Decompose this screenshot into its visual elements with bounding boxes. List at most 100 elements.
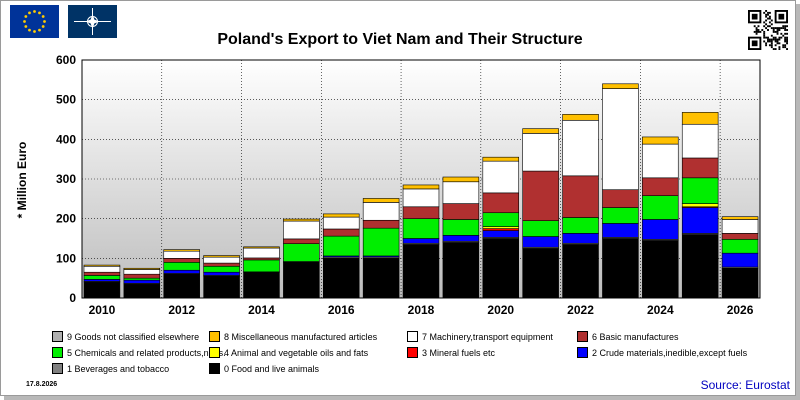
bar-segment: [163, 273, 200, 299]
bar-segment: [163, 261, 200, 271]
bar-segment: [322, 235, 360, 257]
bar-segment: [721, 216, 759, 220]
bar-segment: [602, 207, 639, 224]
bar-segment: [642, 195, 679, 220]
legend-swatch: [52, 331, 63, 342]
legend-swatch: [577, 331, 588, 342]
legend-label: 5 Chemicals and related products,n.e.s.: [67, 347, 226, 358]
legend-label: 0 Food and live animals: [224, 363, 320, 374]
bar-segment: [442, 235, 480, 242]
bar-segment: [402, 184, 440, 190]
legend-item: 8 Miscellaneous manufactured articles: [209, 331, 377, 342]
legend-label: 7 Machinery,transport equipment: [422, 331, 553, 342]
bar-segment: [562, 244, 599, 299]
legend-swatch: [577, 347, 588, 358]
bar-segment: [83, 275, 121, 280]
bar-segment: [482, 156, 520, 162]
bar-segment: [562, 233, 599, 244]
bar-segment: [123, 269, 161, 275]
bar-segment: [681, 203, 719, 208]
bar-segment: [482, 238, 520, 299]
legend-swatch: [52, 363, 63, 374]
legend-swatch: [209, 347, 220, 358]
x-tick-label: 2020: [487, 303, 514, 317]
bar-segment: [243, 247, 280, 259]
bar-segment: [283, 220, 320, 240]
bar-segment: [602, 189, 639, 208]
bar-segment: [642, 177, 679, 196]
legend-item: 0 Food and live animals: [209, 363, 319, 374]
plot-border: [81, 59, 761, 299]
bar-segment: [123, 267, 161, 270]
bar-segment: [203, 265, 240, 273]
bar-segment: [322, 228, 360, 237]
bar-segment: [402, 206, 440, 219]
x-tick-label: 2010: [89, 303, 116, 317]
bar-segment: [203, 271, 240, 276]
legend-label: 3 Mineral fuels etc: [422, 347, 496, 358]
x-tick-label: 2024: [647, 303, 674, 317]
bar-segment: [283, 261, 320, 299]
bar-segment: [482, 160, 520, 194]
bar-segment: [562, 175, 599, 218]
bar-segment: [721, 219, 759, 234]
chart-title: Poland's Export to Viet Nam and Their St…: [217, 31, 583, 48]
legend-label: 1 Beverages and tobacco: [67, 363, 170, 374]
y-tick-label: 500: [56, 93, 76, 107]
bar-segment: [562, 119, 599, 177]
bar-segment: [163, 249, 200, 252]
bar-segment: [402, 188, 440, 208]
legend-item: 6 Basic manufactures: [577, 331, 679, 342]
bar-segment: [123, 283, 161, 299]
bar-segment: [642, 143, 679, 179]
x-tick-label: 2016: [328, 303, 355, 317]
bar-segment: [402, 238, 440, 244]
bar-segment: [362, 219, 400, 229]
x-tick-label: 2018: [408, 303, 435, 317]
legend-label: 2 Crude materials,inedible,except fuels: [592, 347, 748, 358]
bar-segment: [402, 218, 440, 239]
bar-segment: [283, 243, 320, 262]
bar-segment: [562, 114, 599, 121]
bar-segment: [681, 207, 719, 234]
x-tick-label: 2012: [168, 303, 195, 317]
y-tick-label: 0: [69, 291, 76, 305]
bar-segment: [362, 202, 400, 221]
legend-label: 9 Goods not classified elsewhere: [67, 331, 200, 342]
x-tick-label: 2014: [248, 303, 275, 317]
bar-segment: [442, 181, 480, 204]
bar-segment: [402, 244, 440, 299]
bar-segment: [243, 259, 280, 273]
legend-label: 4 Animal and vegetable oils and fats: [224, 347, 369, 358]
bar-segment: [203, 255, 240, 258]
legend-swatch: [52, 347, 63, 358]
bar-segment: [322, 216, 360, 230]
bar-segment: [163, 258, 200, 263]
bar-segment: [681, 157, 719, 179]
legend-item: 7 Machinery,transport equipment: [407, 331, 553, 342]
legend-swatch: [407, 347, 418, 358]
legend-item: 4 Animal and vegetable oils and fats: [209, 347, 368, 358]
qr-code-icon[interactable]: [748, 10, 788, 50]
bar-segment: [681, 177, 719, 204]
bar-segment: [442, 203, 480, 220]
bar-segment: [83, 265, 121, 273]
bar-segment: [522, 220, 559, 237]
bar-segment: [602, 88, 639, 191]
legend-item: 9 Goods not classified elsewhere: [52, 331, 199, 342]
bar-segment: [83, 271, 121, 276]
x-tick-label: 2022: [567, 303, 594, 317]
legend-swatch: [209, 331, 220, 342]
bar-segment: [721, 267, 759, 299]
bar-segment: [681, 112, 719, 125]
bar-segment: [203, 262, 240, 267]
bar-segment: [721, 238, 759, 254]
source-link[interactable]: Source: Eurostat: [700, 378, 790, 392]
legend-label: 6 Basic manufactures: [592, 331, 679, 342]
bar-segment: [203, 275, 240, 299]
date-stamp: 17.8.2026: [26, 381, 58, 388]
y-tick-label: 300: [56, 172, 76, 186]
bar-segment: [442, 176, 480, 183]
bar-segment: [522, 248, 559, 299]
